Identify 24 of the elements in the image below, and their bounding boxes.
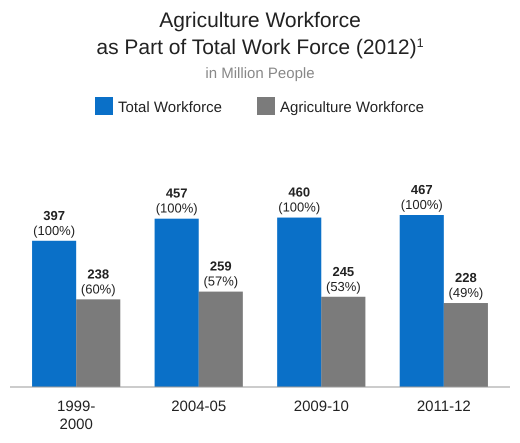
data-label: 228 (49%)	[448, 270, 484, 300]
bar	[154, 218, 199, 387]
bar	[444, 303, 488, 387]
data-label: 238 (60%)	[80, 266, 116, 296]
bar	[400, 215, 444, 387]
x-tick-label: 2004-05	[171, 398, 226, 415]
chart-title: Agriculture Workforce as Part of Total Work Force (2012)$^{1}$	[96, 9, 424, 59]
bar	[32, 240, 76, 387]
data-label: 460 (100%)	[278, 184, 320, 215]
data-label: 259 (57%)	[203, 258, 238, 289]
bar	[321, 296, 366, 387]
bar	[198, 292, 243, 387]
chart-subtitle: in Million People	[205, 65, 315, 82]
data-label: 245 (53%)	[326, 264, 361, 294]
x-tick-label: 2011-12	[416, 398, 471, 415]
bar	[277, 218, 322, 387]
data-label: 467 (100%)	[400, 182, 443, 212]
x-tick-label: 1999-2000	[56, 398, 96, 433]
data-label: 397 (100%)	[33, 208, 76, 238]
data-label: 457 (100%)	[156, 186, 198, 216]
x-tick-label: 2009-10	[294, 398, 349, 415]
bar	[76, 299, 120, 387]
legend-label: Total Workforce	[118, 99, 222, 116]
legend-label: Agriculture Workforce	[280, 99, 424, 116]
